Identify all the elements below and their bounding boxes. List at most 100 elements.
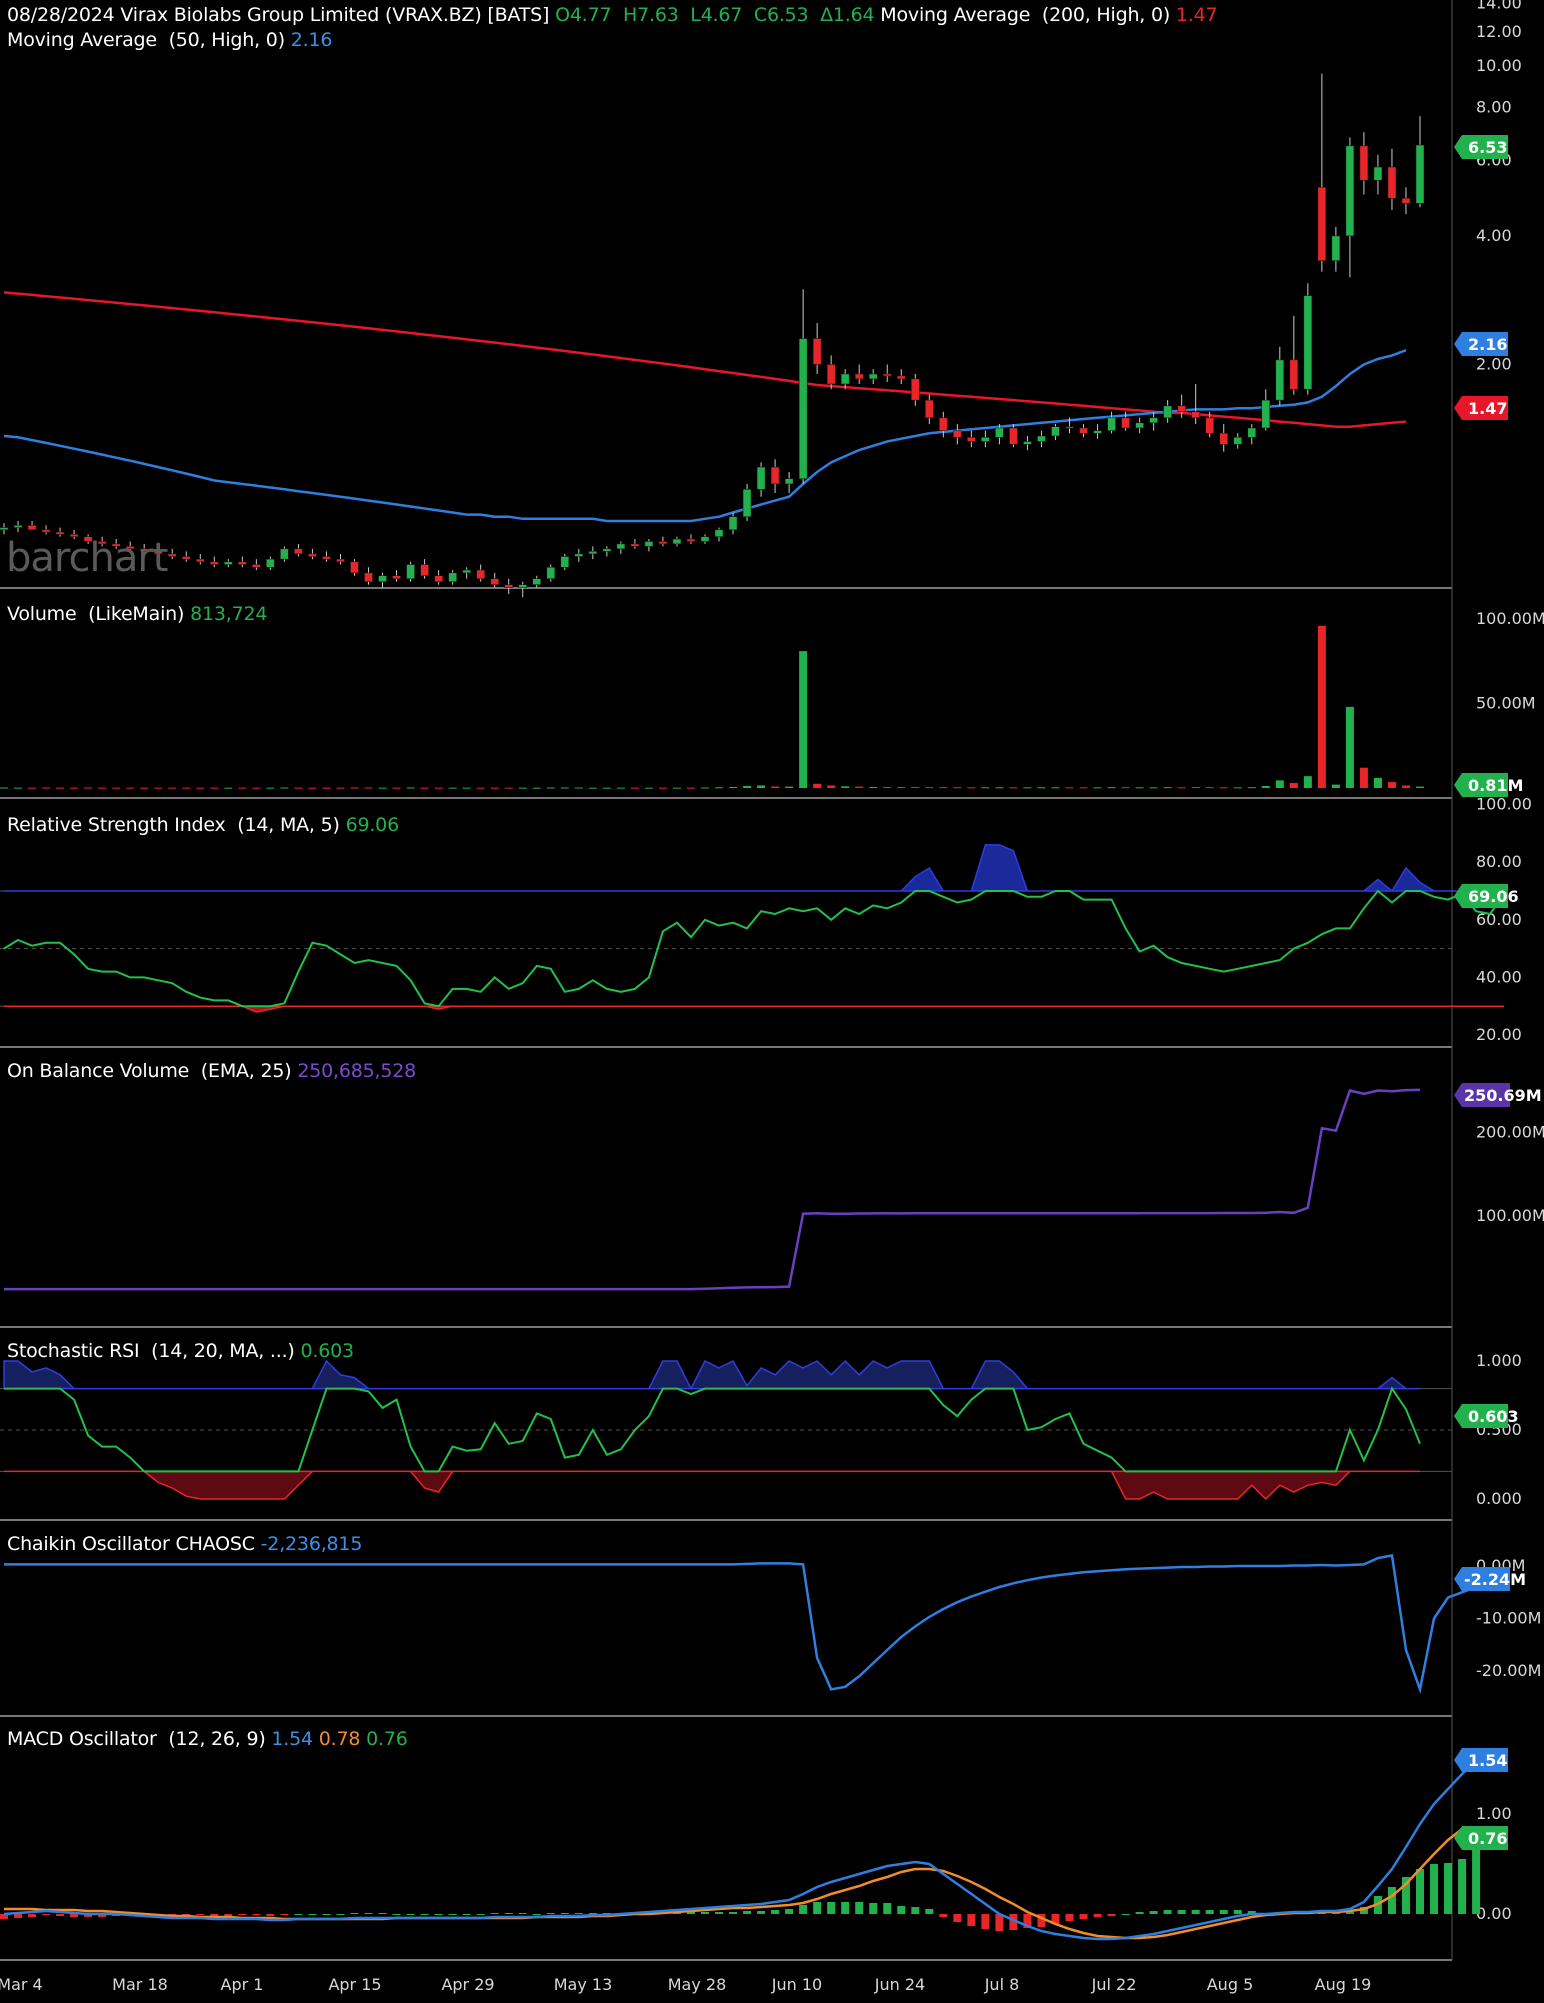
volume-bar-35 (490, 787, 499, 789)
candle-body (728, 516, 738, 531)
candle-3 (41, 525, 51, 535)
header-date: 08/28/2024 (7, 4, 115, 26)
macd-hist-bar-76 (1065, 1914, 1074, 1921)
candle-24 (336, 553, 345, 565)
rsi-value: 69.06 (345, 814, 400, 836)
chaikin-value: -2,236,815 (260, 1533, 363, 1555)
macd-hist-bar-54 (757, 1911, 766, 1914)
obv-label: On Balance Volume (EMA, 25) (7, 1060, 292, 1082)
candle-body (911, 378, 920, 401)
macd-line (3, 1759, 1477, 1941)
macd-hist-bar-14 (196, 1914, 205, 1915)
volume-bar-11 (154, 787, 163, 789)
candle-63 (882, 364, 892, 382)
volume-bar-89 (1247, 787, 1256, 789)
candle-body (224, 561, 233, 565)
volume-bar-14 (196, 787, 205, 789)
candle-body (1345, 145, 1355, 237)
candle-60 (840, 369, 850, 390)
macd-hist-bar-26 (364, 1913, 373, 1914)
macd-hist-bar-105 (1472, 1838, 1481, 1914)
volume-bar-79 (1107, 787, 1116, 789)
candle-body (420, 564, 429, 577)
macd-header: MACD Oscillator (12, 26, 9) 1.54 0.78 0.… (7, 1728, 408, 1750)
candle-body (55, 531, 65, 535)
macd-hist-bar-43 (602, 1913, 611, 1914)
volume-bar-81 (1135, 787, 1144, 789)
candle-body (658, 541, 668, 545)
candle-15 (210, 556, 219, 568)
volume-bar-18 (252, 787, 261, 789)
candle-9 (125, 541, 135, 552)
volume-bar-16 (224, 787, 233, 789)
candle-34 (476, 564, 485, 582)
candle-0 (0, 523, 9, 535)
candle-42 (588, 546, 598, 560)
volume-bar-61 (855, 786, 864, 788)
stoch-badge: 0.603 (1454, 1404, 1519, 1428)
volume-bar-62 (869, 786, 878, 788)
rsi-badge-bg (1454, 884, 1508, 908)
macd-hist-bar-97 (1359, 1907, 1368, 1914)
candle-27 (378, 572, 387, 588)
candle-body (1387, 166, 1397, 199)
price-tick-5: 4.00 (1476, 226, 1512, 245)
macd-hist-bar-67 (939, 1914, 948, 1917)
candle-95 (1331, 226, 1341, 272)
candle-body (448, 572, 457, 582)
candle-body (182, 556, 191, 560)
volume-bar-70 (981, 787, 990, 789)
volume-bar-36 (504, 787, 513, 789)
price-badge-last-text: 6.53 (1468, 138, 1507, 157)
candle-7 (97, 536, 107, 547)
ma50-label: Moving Average (50, High, 0) (7, 29, 285, 51)
candle-body (700, 536, 710, 542)
macd-hist-bar-34 (476, 1914, 485, 1915)
volume-bar-43 (602, 787, 611, 789)
candle-41 (574, 548, 584, 562)
macd-hist-bar-17 (238, 1914, 247, 1915)
candle-body (336, 558, 345, 563)
macd-hist-bar-39 (546, 1913, 555, 1914)
candle-body (167, 553, 177, 557)
volume-bar-73 (1023, 787, 1032, 789)
candle-8 (111, 539, 121, 549)
candle-body (69, 534, 79, 537)
volume-bar-1 (14, 787, 23, 789)
volume-bar-51 (715, 787, 724, 789)
candle-body (1191, 411, 1200, 419)
volume-bar-50 (700, 787, 709, 789)
volume-bar-22 (308, 787, 317, 789)
x-tick-12: Aug 19 (1315, 1975, 1372, 1994)
macd-hist-bar-60 (841, 1902, 850, 1914)
candle-body (1289, 359, 1299, 390)
volume-value: 813,724 (190, 603, 268, 625)
candle-body (784, 478, 794, 485)
rsi-overbought-fill (4, 844, 1505, 893)
candle-94 (1317, 73, 1327, 272)
macd-hist-bar-27 (378, 1913, 387, 1914)
volume-bar-95 (1331, 784, 1340, 788)
volume-bar-45 (630, 787, 639, 789)
candle-11 (153, 546, 163, 557)
candle-body (897, 375, 906, 380)
candle-40 (560, 553, 570, 571)
candle-80 (1121, 411, 1130, 431)
stochrsi-value: 0.603 (300, 1340, 355, 1362)
candle-43 (602, 546, 612, 557)
candle-body (139, 548, 149, 552)
candle-12 (167, 548, 177, 560)
candle-70 (981, 430, 990, 448)
candle-body (111, 543, 121, 547)
volume-bar-7 (98, 787, 107, 789)
macd-hist-bar-66 (925, 1909, 934, 1914)
macd-hist-bar-95 (1331, 1913, 1340, 1914)
volume-bar-72 (1009, 787, 1018, 789)
volume-bar-88 (1233, 787, 1242, 789)
macd-hist-bar-74 (1037, 1914, 1046, 1927)
macd-hist-bar-68 (953, 1914, 962, 1922)
ma50-header: Moving Average (50, High, 0) 2.16 (7, 29, 332, 51)
volume-bar-46 (644, 787, 653, 789)
candle-69 (967, 430, 976, 448)
ma200-line (3, 291, 1407, 428)
